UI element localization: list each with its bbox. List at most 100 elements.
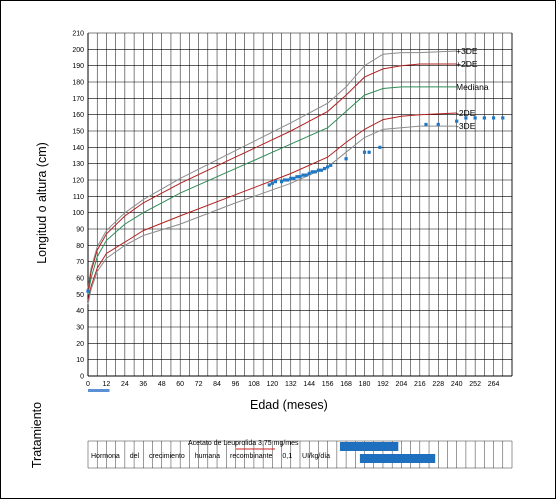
data-point <box>313 170 317 174</box>
y-tick-label: 120 <box>72 178 84 185</box>
data-point <box>301 173 305 177</box>
x-tick-label: 156 <box>322 381 334 388</box>
curve-3 <box>87 112 457 302</box>
treatment-grid <box>87 440 513 469</box>
data-point <box>304 173 308 177</box>
data-point <box>310 170 314 174</box>
data-point <box>273 180 278 184</box>
x-tick-label: 192 <box>377 381 389 388</box>
x-tick-label: 264 <box>488 381 500 388</box>
y-tick-label: 30 <box>76 325 84 332</box>
y-tick-label: 170 <box>72 96 84 103</box>
x-tick-label: 228 <box>432 381 444 388</box>
x-tick-label: 180 <box>359 381 371 388</box>
y-tick-label: 160 <box>72 112 84 119</box>
x-tick-label: 12 <box>103 381 111 388</box>
curve-1 <box>87 63 457 292</box>
patient-points <box>86 116 505 293</box>
treatment-bars <box>88 389 436 463</box>
y-tick-label: 20 <box>76 341 84 348</box>
data-point <box>344 157 348 161</box>
y-tick-label: 80 <box>76 243 84 250</box>
x-tick-label: 168 <box>340 381 352 388</box>
data-point <box>316 168 321 172</box>
data-point <box>501 116 505 120</box>
data-point <box>283 178 287 182</box>
y-tick-label: 150 <box>72 129 84 136</box>
axis-ticks: 0102030405060708090100110120130140150160… <box>72 31 499 389</box>
early-treatment-bar <box>88 389 110 392</box>
x-tick-label: 36 <box>139 381 147 388</box>
y-tick-label: 40 <box>76 308 84 315</box>
data-point <box>307 171 311 176</box>
y-tick-label: 110 <box>73 194 84 201</box>
curve-0 <box>87 50 457 288</box>
data-point <box>329 163 333 167</box>
curve-2 <box>87 86 457 295</box>
series-labels: +3DE +2DE Mediana -2DE -3DE <box>456 46 489 131</box>
curve-label-3: -2DE <box>456 108 476 118</box>
y-tick-label: 90 <box>76 227 84 234</box>
data-point <box>270 181 274 185</box>
data-point <box>267 183 271 187</box>
curve-label-1: +2DE <box>456 59 478 69</box>
curve-label-4: -3DE <box>456 121 476 131</box>
x-tick-label: 0 <box>86 381 90 388</box>
y-tick-label: 60 <box>76 276 84 283</box>
curve-label-2: Mediana <box>456 82 489 92</box>
data-point <box>86 289 90 293</box>
data-point <box>491 116 496 120</box>
data-point <box>367 150 371 154</box>
grid <box>87 32 513 377</box>
x-tick-label: 204 <box>396 381 408 388</box>
x-tick-label: 60 <box>176 381 184 388</box>
data-point <box>473 116 477 120</box>
x-tick-label: 144 <box>303 381 315 388</box>
data-point <box>362 150 367 154</box>
y-tick-label: 10 <box>76 357 84 364</box>
data-point <box>436 122 440 127</box>
data-point <box>295 175 299 179</box>
y-tick-label: 0 <box>80 374 84 381</box>
x-tick-label: 24 <box>121 381 129 388</box>
y-tick-label: 130 <box>72 161 84 168</box>
data-point <box>286 178 290 182</box>
data-point <box>424 122 428 127</box>
data-point <box>322 166 327 171</box>
y-tick-label: 180 <box>72 80 84 87</box>
x-axis-label: Edad (meses) <box>250 398 328 412</box>
y-tick-label: 200 <box>72 47 84 54</box>
x-tick-label: 108 <box>248 381 260 388</box>
x-tick-label: 240 <box>451 381 463 388</box>
data-point <box>289 176 293 180</box>
data-point <box>298 175 302 179</box>
percentile-curves <box>87 50 457 305</box>
data-point <box>455 119 459 123</box>
y-tick-label: 140 <box>72 145 84 152</box>
y-tick-label: 210 <box>72 31 84 38</box>
x-tick-label: 96 <box>232 381 240 388</box>
x-tick-label: 48 <box>158 381 166 388</box>
x-tick-label: 84 <box>213 381 221 388</box>
data-point <box>378 145 382 149</box>
data-point <box>464 116 468 120</box>
data-point <box>292 176 296 180</box>
curve-label-0: +3DE <box>456 46 478 56</box>
y-axis-label: Longitud o altura (cm) <box>35 142 49 264</box>
leuprolide-note: Acetato de Leuprolida 3,75 mg/mes <box>188 440 299 447</box>
data-point <box>319 168 324 172</box>
y-tick-label: 100 <box>72 210 84 217</box>
x-tick-label: 252 <box>469 381 481 388</box>
y-tick-label: 70 <box>76 259 84 266</box>
x-tick-label: 120 <box>267 381 279 388</box>
growth-hormone-bar <box>359 454 436 463</box>
data-point <box>326 165 330 169</box>
treatment-label: Tratamiento <box>30 401 44 469</box>
x-tick-label: 216 <box>414 381 426 388</box>
y-tick-label: 190 <box>72 63 84 70</box>
x-tick-label: 72 <box>195 381 203 388</box>
growth-hormone-note: Hormona del crecimiento humana recombina… <box>91 453 331 460</box>
x-tick-label: 132 <box>285 381 297 388</box>
leuprolide-bar <box>339 442 399 451</box>
